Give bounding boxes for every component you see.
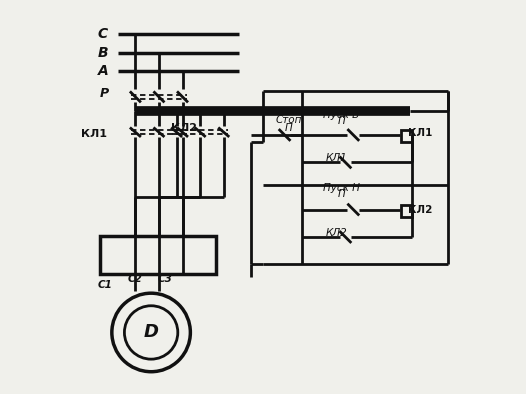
Text: Пуск Н: Пуск Н (323, 182, 360, 193)
Text: П: П (285, 123, 292, 132)
Text: Пуск В: Пуск В (323, 110, 360, 119)
Bar (401, 205, 412, 217)
Text: D: D (144, 323, 159, 342)
Text: B: B (97, 46, 108, 59)
Text: C1: C1 (97, 281, 112, 290)
Text: P: P (99, 87, 108, 100)
Text: C: C (98, 27, 108, 41)
Text: A: A (97, 64, 108, 78)
Text: КЛ1: КЛ1 (326, 153, 348, 163)
Text: C2: C2 (128, 274, 143, 284)
Text: C3: C3 (157, 274, 173, 284)
Text: КЛ2: КЛ2 (326, 228, 348, 238)
Text: КЛ2: КЛ2 (408, 204, 432, 215)
Text: КЛ1: КЛ1 (408, 128, 432, 138)
Text: КЛ2: КЛ2 (171, 123, 197, 132)
Text: П: П (338, 116, 346, 126)
Text: Стоп: Стоп (275, 115, 302, 125)
Text: КЛ1: КЛ1 (81, 129, 107, 139)
Bar (401, 130, 412, 142)
Bar (100, 236, 216, 273)
Text: П: П (338, 189, 346, 199)
